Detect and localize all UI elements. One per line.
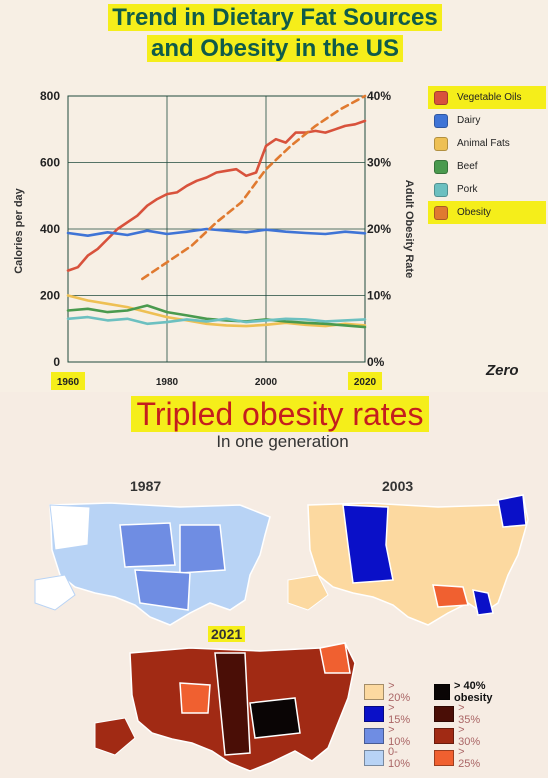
legend-item: Vegetable Oils (428, 86, 546, 109)
map-legend-swatch (364, 706, 385, 722)
map-legend-label: > 35% (458, 702, 481, 726)
map-legend-label: > 25% (458, 746, 481, 770)
legend-item: Obesity (428, 201, 546, 224)
maps-title-text: Tripled obesity rates (130, 396, 430, 432)
map-2021 (94, 642, 356, 772)
map-legend-label: > 30% (458, 724, 481, 748)
series-line-obesity (141, 94, 367, 281)
legend-swatch (434, 136, 448, 151)
maps-title: Tripled obesity rates (90, 396, 470, 433)
map-legend-item: > 20% (364, 680, 414, 704)
brand-logo: Zero (486, 362, 519, 379)
legend-item: Dairy (428, 109, 546, 132)
legend-swatch (434, 113, 448, 128)
legend-swatch (434, 90, 448, 105)
map-legend-item: > 40% obesity (434, 680, 501, 704)
y-axis-right-label: Adult Obesity Rate (403, 179, 415, 279)
legend-item: Animal Fats (428, 132, 546, 155)
x-tick: 1960 (57, 377, 80, 388)
series-line-dairy (66, 227, 367, 237)
chart-legend: Vegetable Oils Dairy Animal Fats Beef Pork Ob… (428, 86, 546, 224)
series-line-pork (66, 315, 367, 326)
chart-title-line-1: Trend in Dietary Fat Sources (108, 4, 442, 31)
map-label-2003: 2003 (382, 478, 414, 494)
map-legend-swatch (364, 750, 384, 766)
map-legend-item: > 10% (364, 724, 414, 748)
legend-label: Dairy (457, 115, 481, 126)
x-tick-highlight (51, 372, 85, 390)
map-legend-item: > 15% (364, 702, 414, 726)
map-legend-swatch (434, 728, 455, 744)
x-tick: 2000 (255, 377, 278, 388)
y-axis-left-label: Calories per day (13, 188, 25, 274)
map-label-2021: 2021 (208, 626, 246, 642)
chart-title-line-2: and Obesity in the US (146, 35, 404, 62)
map-2003 (287, 493, 529, 626)
legend-item: Beef (428, 155, 546, 178)
y-right-tick: 10% (367, 289, 391, 303)
map-legend-swatch (434, 750, 455, 766)
legend-swatch (434, 159, 448, 174)
map-legend-item: 0-10% (364, 746, 414, 770)
y-left-tick: 600 (40, 156, 60, 170)
map-legend-label: > 40% obesity (454, 680, 493, 704)
y-right-tick: 0% (367, 355, 385, 369)
legend-label: Obesity (457, 207, 491, 218)
map-legend-label: > 20% (388, 680, 411, 704)
y-right-tick: 20% (367, 222, 391, 236)
series-line-vegetable-oils (66, 119, 367, 272)
chart-panel (0, 0, 548, 392)
legend-label: Pork (457, 184, 478, 195)
x-tick-highlight (348, 372, 382, 390)
y-left-tick: 200 (40, 289, 60, 303)
maps-subtitle: In one generation (216, 432, 349, 451)
map-legend-swatch (364, 728, 385, 744)
x-tick: 1980 (156, 377, 179, 388)
x-tick: 2020 (354, 377, 377, 388)
map-legend-label: > 15% (388, 702, 411, 726)
map-legend-label: > 10% (388, 724, 411, 748)
series-line-animal-fats (66, 294, 367, 328)
legend-item: Pork (428, 178, 546, 201)
chart-title: Trend in Dietary Fat Sources and Obesity… (95, 2, 455, 64)
y-right-tick: 40% (367, 89, 391, 103)
map-label-1987: 1987 (130, 478, 162, 494)
legend-swatch (434, 182, 448, 197)
map-1987 (34, 502, 271, 626)
legend-label: Beef (457, 161, 478, 172)
map-legend-label: 0-10% (388, 746, 411, 770)
legend-label: Vegetable Oils (457, 92, 522, 103)
map-legend-item: > 35% (434, 702, 484, 726)
map-legend-swatch (364, 684, 385, 700)
map-legend-item: > 25% (434, 746, 484, 770)
map-legend-swatch (434, 684, 450, 700)
legend-swatch (434, 205, 448, 220)
y-left-tick: 800 (40, 89, 60, 103)
y-left-tick: 400 (40, 222, 60, 236)
y-right-tick: 30% (367, 156, 391, 170)
legend-label: Animal Fats (457, 138, 510, 149)
y-left-tick: 0 (53, 355, 60, 369)
obesity-maps (34, 493, 529, 772)
map-legend-swatch (434, 706, 455, 722)
map-legend-item: > 30% (434, 724, 484, 748)
line-chart: 0 200 400 600 800 0% 10% 20% 30% 40% 1960 1980 2000 2… (40, 89, 391, 390)
